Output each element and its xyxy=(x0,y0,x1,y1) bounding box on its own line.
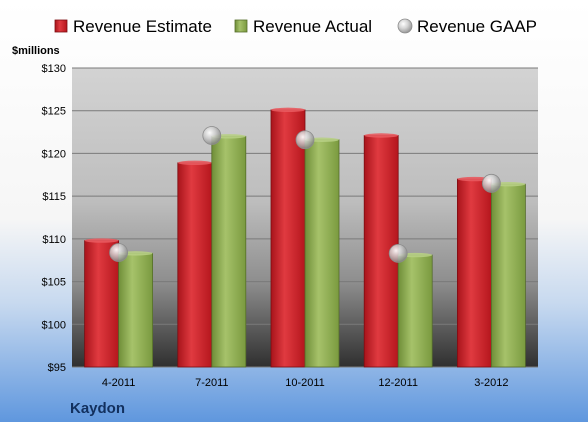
bar-revenue-actual xyxy=(118,252,153,368)
axes: $95 $100 $105 $110 $115 $120 $125 $130 4-2011 7-2… xyxy=(42,63,509,389)
unit-label: $millions xyxy=(12,45,60,57)
bar-revenue-actual xyxy=(397,254,433,368)
revenue-gaap-marker xyxy=(295,130,315,150)
x-tick-label: 4-2011 xyxy=(102,377,135,389)
bars xyxy=(84,107,526,368)
y-tick-label: $105 xyxy=(42,277,66,289)
revenue-gaap-marker xyxy=(481,173,501,193)
legend-swatch xyxy=(397,18,413,34)
revenue-gaap-marker xyxy=(109,243,128,262)
bar-revenue-estimate xyxy=(177,162,213,368)
y-tick-label: $115 xyxy=(42,191,66,203)
revenue-gaap-marker xyxy=(388,243,408,263)
bar-cap xyxy=(84,238,119,243)
bar-cap xyxy=(271,107,305,113)
bar-revenue-estimate xyxy=(270,109,306,368)
legend-swatch xyxy=(234,19,248,33)
x-tick-label: 3-2012 xyxy=(474,377,508,389)
legend: Revenue Estimate Revenue Actual Revenue GA… xyxy=(54,17,537,36)
bar-cap xyxy=(177,160,212,166)
y-tick-label: $120 xyxy=(42,148,66,160)
legend-label: Revenue Estimate xyxy=(73,17,212,36)
revenue-gaap-marker xyxy=(202,126,222,145)
legend-label: Revenue Actual xyxy=(253,17,372,36)
y-tick-label: $95 xyxy=(48,362,66,374)
bar-revenue-actual xyxy=(490,183,526,368)
y-tick-label: $110 xyxy=(42,234,66,246)
x-tick-label: 7-2011 xyxy=(195,377,228,389)
bar-revenue-estimate xyxy=(456,178,492,368)
bar-cap xyxy=(364,133,399,138)
y-tick-label: $100 xyxy=(42,319,66,331)
legend-swatch xyxy=(54,19,68,33)
y-tick-label: $130 xyxy=(42,63,66,75)
bar-revenue-actual xyxy=(304,139,340,368)
y-tick-label: $125 xyxy=(42,106,66,118)
x-tick-label: 10-2011 xyxy=(285,377,325,389)
legend-label: Revenue GAAP xyxy=(417,17,537,36)
gaap-markers xyxy=(109,126,501,263)
x-tick-label: 12-2011 xyxy=(378,377,418,389)
bar-revenue-actual xyxy=(211,135,247,368)
company-label: Kaydon xyxy=(70,400,125,417)
